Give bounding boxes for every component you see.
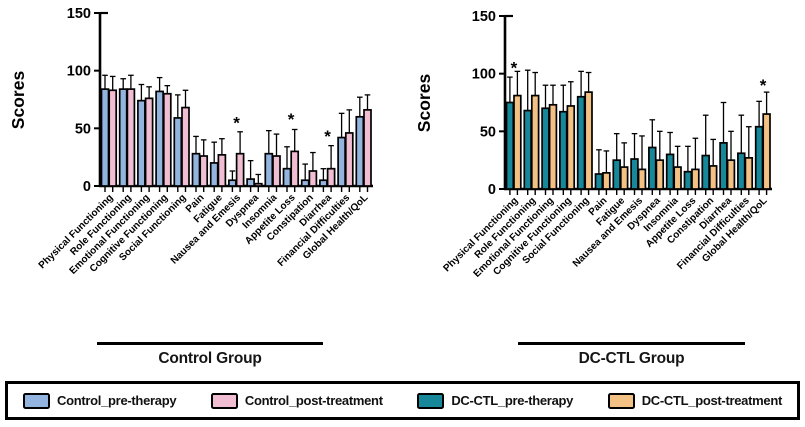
y-tick-label: 100	[67, 64, 91, 80]
control-group-underline	[97, 342, 323, 345]
significance-star: *	[760, 76, 767, 95]
bar-0-3	[559, 110, 568, 190]
bar-1-8	[253, 182, 263, 187]
bar-1-8	[655, 159, 665, 190]
y-axis-title: Scores	[414, 74, 434, 133]
bar-1-3	[566, 105, 576, 190]
bar-1-7	[637, 168, 647, 190]
legend-item-3: DC-CTL_post-treatment	[607, 392, 783, 409]
legend-swatch-2	[417, 392, 445, 409]
legend-label-3: DC-CTL_post-treatment	[641, 393, 783, 408]
bar-0-9	[665, 153, 675, 190]
bar-0-7	[228, 179, 237, 187]
bar-1-2	[144, 97, 154, 187]
bar-1-13	[744, 157, 754, 190]
y-tick-label: 50	[480, 124, 496, 140]
bar-1-2	[548, 103, 558, 190]
bar-0-4	[576, 95, 586, 190]
bar-0-6	[612, 159, 621, 190]
legend-item-2: DC-CTL_pre-therapy	[417, 392, 574, 409]
bar-0-10	[282, 167, 292, 187]
bar-0-11	[701, 154, 710, 190]
bar-1-5	[602, 172, 611, 190]
y-tick-label: 50	[75, 121, 91, 137]
bar-0-13	[737, 152, 746, 190]
significance-star: *	[324, 127, 331, 146]
bar-0-12	[319, 179, 328, 187]
bar-0-10	[683, 170, 693, 190]
bar-1-6	[217, 154, 227, 187]
bar-0-14	[754, 125, 764, 190]
y-tick-label: 100	[472, 67, 496, 83]
bar-0-0	[505, 101, 515, 190]
bar-0-5	[191, 152, 201, 187]
bar-0-13	[337, 136, 346, 187]
bar-1-10	[290, 150, 300, 187]
significance-star: *	[511, 59, 518, 78]
bar-1-14	[363, 109, 372, 187]
bar-1-12	[326, 167, 336, 187]
bar-0-14	[355, 115, 365, 187]
bar-1-11	[708, 165, 718, 190]
bar-1-0	[513, 94, 522, 190]
dcctl-group-chart: 0 50 100 150 Scores Physical Functioning Role …	[400, 0, 805, 379]
legend-item-1: Control_post-treatment	[210, 392, 383, 409]
y-tick-label: 150	[67, 6, 91, 22]
control-group-label: Control Group	[158, 350, 262, 367]
bar-0-3	[155, 90, 164, 187]
bar-0-8	[648, 146, 657, 190]
legend-swatch-1	[210, 392, 238, 409]
control-group-chart: 0 50 100 150 Scores Physical Functioning Role …	[0, 0, 400, 379]
bar-1-0	[108, 89, 118, 187]
bar-1-4	[584, 91, 593, 190]
legend-label-0: Control_pre-therapy	[57, 393, 177, 408]
legend-label-2: DC-CTL_pre-therapy	[451, 393, 574, 408]
bar-1-5	[199, 155, 209, 187]
bar-1-14	[762, 113, 771, 190]
bar-1-3	[162, 92, 172, 187]
legend-box: Control_pre-therapy Control_post-treatmen…	[5, 381, 800, 420]
bar-1-9	[673, 166, 682, 190]
bar-0-11	[300, 179, 310, 187]
bar-0-2	[541, 107, 550, 190]
bar-1-1	[126, 88, 136, 187]
bar-1-10	[691, 168, 700, 190]
bar-0-2	[137, 99, 146, 187]
bar-0-4	[173, 117, 183, 187]
bar-0-6	[209, 162, 219, 187]
significance-star: *	[288, 110, 295, 129]
bar-1-4	[181, 106, 190, 187]
y-tick-label: 0	[83, 179, 91, 195]
bar-0-12	[719, 142, 728, 190]
bar-0-1	[523, 109, 532, 190]
bar-0-7	[630, 158, 639, 190]
bar-1-12	[726, 159, 736, 190]
bar-0-9	[264, 152, 274, 187]
bar-0-1	[118, 88, 128, 187]
bar-0-5	[594, 173, 604, 190]
charts-row: 0 50 100 150 Scores Physical Functioning Role …	[0, 0, 805, 379]
y-tick-label: 150	[472, 9, 496, 25]
bar-1-9	[272, 155, 281, 187]
legend-label-1: Control_post-treatment	[244, 393, 383, 408]
bar-1-7	[235, 152, 245, 187]
legend-swatch-0	[23, 392, 50, 409]
y-axis-title: Scores	[8, 71, 28, 130]
y-tick-label: 0	[488, 182, 496, 198]
legend-swatch-3	[607, 392, 635, 409]
bar-0-8	[246, 178, 255, 187]
dcctl-group-label: DC-CTL Group	[578, 350, 685, 367]
bar-0-0	[100, 88, 110, 187]
bar-1-11	[308, 170, 318, 187]
significance-star: *	[233, 113, 240, 132]
bar-1-1	[530, 94, 540, 190]
bar-1-6	[619, 166, 629, 190]
bar-1-13	[344, 132, 354, 187]
legend-item-0: Control_pre-therapy	[23, 392, 177, 409]
dcctl-group-underline	[518, 342, 745, 345]
